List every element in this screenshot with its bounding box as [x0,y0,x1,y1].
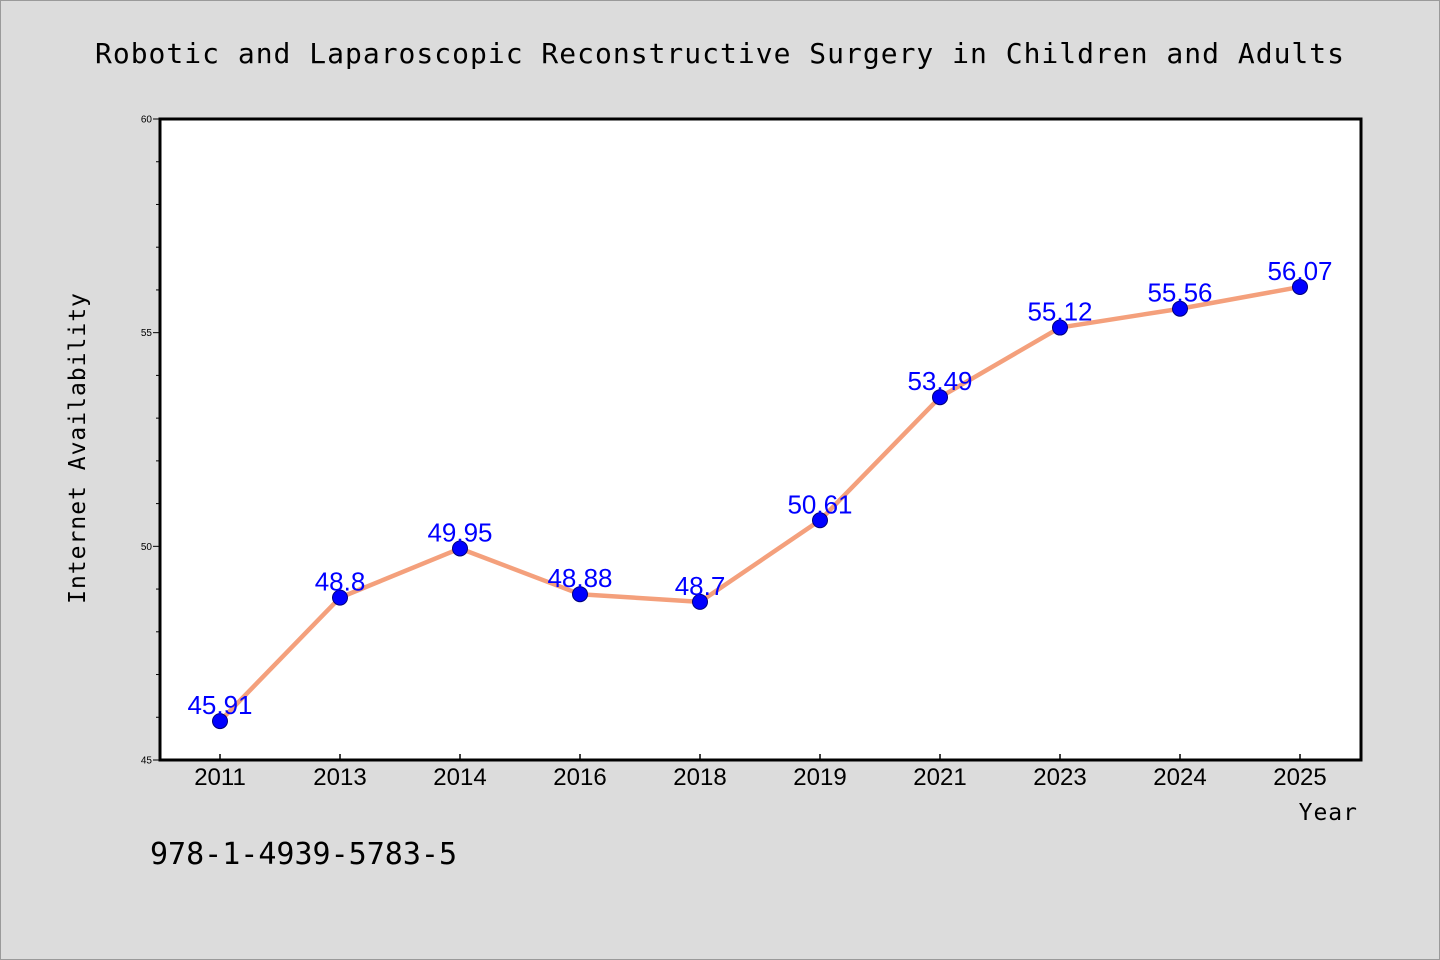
series-line [217,284,1303,724]
isbn-label: 978-1-4939-5783-5 [150,837,457,872]
x-tick-label: 2024 [1153,764,1206,791]
data-label: 55.12 [1027,297,1092,327]
y-tick-label: 45 [141,756,153,767]
data-label: 49.95 [427,517,492,547]
y-axis: 45 50 55 60 [141,115,160,767]
x-tick-label: 2014 [433,764,486,791]
x-tick-label: 2025 [1273,764,1326,791]
data-point [812,512,828,529]
x-tick-label: 2023 [1033,764,1086,791]
data-point [1292,278,1308,295]
data-label: 48.7 [675,571,726,601]
data-label: 50.61 [787,489,852,519]
data-marks: 45.91 48.8 49.95 48.88 48.7 50.61 53.49 55.12 55… [187,256,1333,730]
data-point [1052,319,1068,336]
x-tick-label: 2011 [194,764,246,791]
data-label: 53.49 [907,366,972,396]
data-label: 56.07 [1267,256,1332,286]
plot-area [158,117,1363,762]
y-tick-label: 60 [141,115,153,126]
data-label: 45.91 [187,690,252,720]
x-tick-label: 2018 [673,764,726,791]
data-point [932,389,948,406]
x-axis-title: Year [1299,800,1358,826]
data-label: 48.8 [315,567,366,597]
y-axis-title: Internet Availability [65,292,91,604]
x-tick-label: 2021 [913,764,966,791]
x-tick-label: 2013 [313,764,366,791]
data-label: 48.88 [547,563,612,593]
data-point [212,713,228,730]
chart-title: Robotic and Laparoscopic Reconstructive … [95,37,1345,70]
data-point [452,540,468,557]
y-tick-label: 55 [141,328,153,339]
x-axis: 2011 2013 2014 2016 2018 2019 2021 2023 2024 2025 [194,754,1327,791]
data-point [572,586,588,603]
data-point [692,593,708,610]
data-label: 55.56 [1147,278,1212,308]
x-tick-label: 2019 [793,764,846,791]
data-point [1172,300,1188,317]
data-point [332,589,348,606]
y-tick-label: 50 [141,542,153,553]
x-tick-label: 2016 [553,764,606,791]
